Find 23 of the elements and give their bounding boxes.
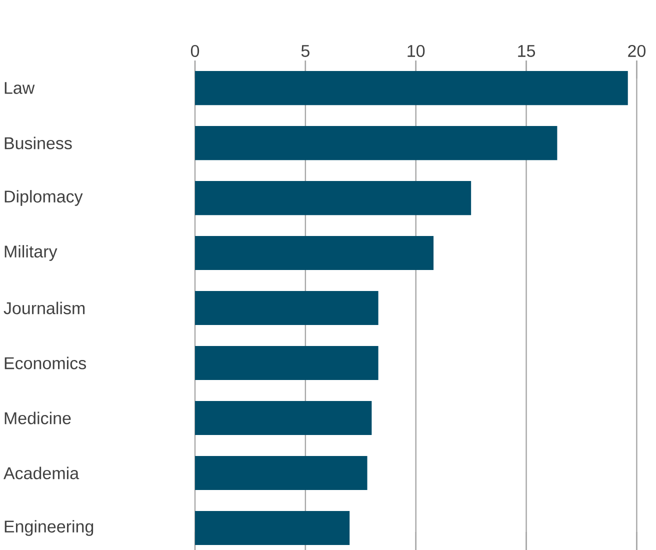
- bar: [195, 456, 368, 490]
- bar: [195, 290, 378, 326]
- y-tick-label: Business: [4, 136, 72, 150]
- y-tick-label: Medicine: [4, 412, 71, 424]
- bar: [195, 510, 350, 546]
- x-tick-label: 15: [518, 45, 536, 57]
- y-tick-label: Military: [4, 245, 58, 261]
- y-tick-label: Diplomacy: [4, 190, 83, 206]
- y-tick-label: Economics: [4, 356, 86, 370]
- y-tick-label: Academia: [4, 466, 80, 480]
- bar: [195, 400, 372, 436]
- y-tick-label: Law: [4, 82, 35, 94]
- y-tick-label: Journalism: [4, 302, 85, 314]
- y-tick-label: Engineering: [4, 520, 94, 536]
- bar: [195, 70, 628, 106]
- bar: [195, 126, 558, 160]
- bar: [195, 236, 434, 270]
- bar: [195, 346, 378, 380]
- x-tick-label: 0: [190, 44, 200, 57]
- x-tick-label: 20: [628, 44, 646, 57]
- x-tick-label: 10: [408, 44, 425, 57]
- bar: [195, 180, 472, 216]
- x-tick-label: 5: [301, 45, 310, 57]
